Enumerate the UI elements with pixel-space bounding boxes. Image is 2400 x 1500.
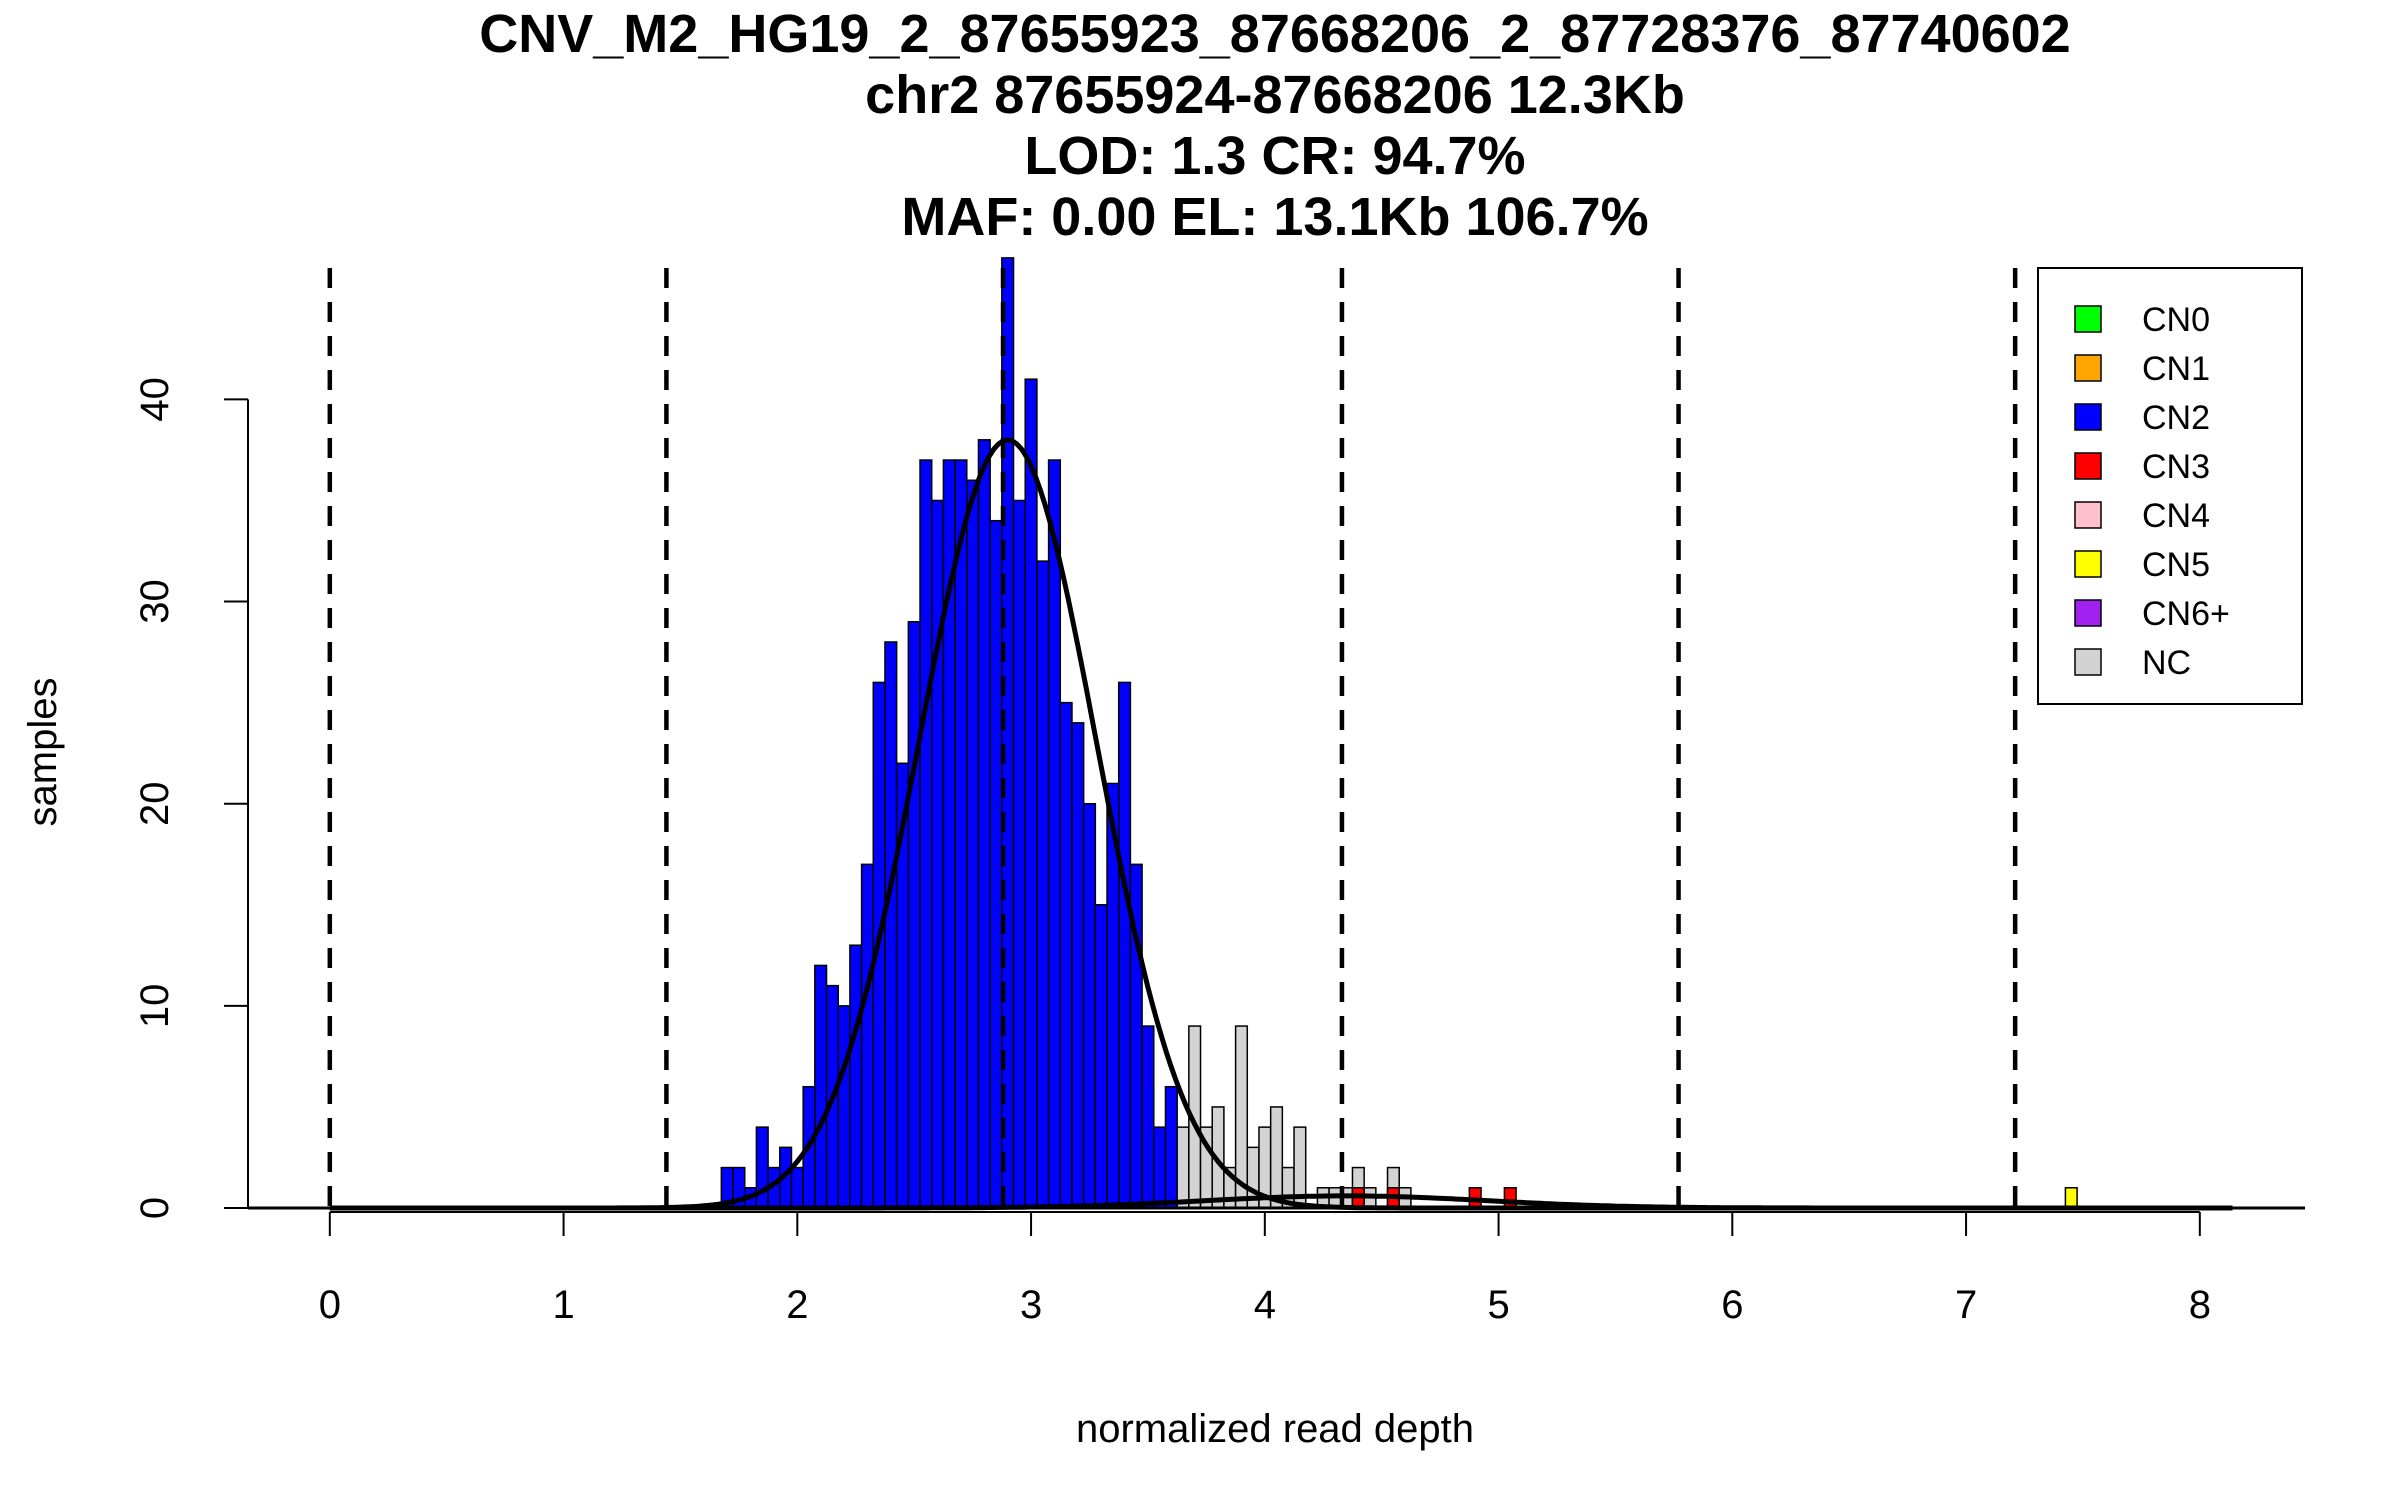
bar-cn2-34 (1117, 681, 1132, 1209)
legend-swatch-cn5 (2074, 550, 2102, 578)
bar-cn2-38 (1164, 1085, 1178, 1209)
legend-swatch-nc (2074, 648, 2102, 676)
bar-cn2-23 (989, 519, 1003, 1209)
x-tick-label-3: 3 (1020, 1283, 1042, 1327)
y-axis: 0 10 20 30 40 (133, 377, 249, 1219)
legend-label-cn0: CN0 (2142, 301, 2210, 339)
x-tick-label-8: 8 (2189, 1283, 2211, 1327)
y-axis-title: samples (21, 678, 65, 827)
legend-swatch-cn0 (2074, 305, 2102, 333)
chart-title: CNV_M2_HG19_2_87655923_87668206_2_877283… (479, 4, 2070, 247)
bar-cn2-21 (966, 479, 980, 1209)
bar-cn2-29 (1059, 701, 1073, 1209)
x-tick-label-7: 7 (1955, 1283, 1977, 1327)
bar-cn2-27 (1036, 560, 1050, 1209)
x-tick-label-0: 0 (319, 1283, 341, 1327)
bar-nc-0 (1176, 1126, 1190, 1209)
y-tick-label-20: 20 (133, 781, 177, 826)
legend-label-nc: NC (2142, 644, 2191, 682)
bar-cn2-10 (837, 1005, 851, 1209)
bar-cn2-30 (1071, 722, 1085, 1209)
legend-swatch-cn6plus (2074, 599, 2102, 627)
legend-swatch-cn1 (2074, 354, 2102, 382)
legend-swatch-cn3 (2074, 452, 2102, 480)
bar-cn5-0 (2064, 1187, 2078, 1209)
x-tick-label-4: 4 (1254, 1283, 1276, 1327)
legend-label-cn1: CN1 (2142, 350, 2210, 388)
bar-cn2-26 (1024, 378, 1038, 1209)
histogram-bars (720, 257, 2078, 1209)
bar-cn2-14 (884, 641, 898, 1209)
legend-label-cn2: CN2 (2142, 399, 2210, 437)
title-line-1: CNV_M2_HG19_2_87655923_87668206_2_877283… (479, 4, 2070, 64)
x-tick-label-2: 2 (786, 1283, 808, 1327)
bar-cn2-16 (907, 621, 921, 1209)
bar-cn2-6 (790, 1166, 804, 1209)
bar-cn2-8 (814, 964, 828, 1209)
title-line-2: chr2 87655924-87668206 12.3Kb (865, 65, 1685, 125)
legend-label-cn5: CN5 (2142, 546, 2210, 584)
density-curves (329, 437, 2233, 1211)
y-tick-label-0: 0 (133, 1197, 177, 1219)
legend-label-cn3: CN3 (2142, 448, 2210, 486)
bar-cn2-31 (1082, 802, 1097, 1209)
legend-swatch-cn4 (2074, 501, 2102, 529)
x-axis-title: normalized read depth (1076, 1407, 1474, 1451)
bar-nc-8 (1269, 1106, 1284, 1209)
title-line-3: LOD: 1.3 CR: 94.7% (1024, 126, 1525, 186)
y-tick-label-30: 30 (133, 579, 177, 624)
threshold-lines (248, 268, 2305, 1210)
bar-cn2-12 (860, 863, 875, 1209)
bar-cn2-28 (1047, 459, 1062, 1209)
x-tick-label-5: 5 (1487, 1283, 1509, 1327)
x-axis: 0 1 2 3 4 5 6 7 8 (319, 1211, 2211, 1327)
y-tick-label-40: 40 (133, 377, 177, 422)
bar-cn2-18 (930, 499, 945, 1209)
legend: CN0 CN1 CN2 CN3 CN4 CN5 CN6+ NC (2037, 267, 2303, 705)
legend-label-cn6plus: CN6+ (2142, 595, 2230, 633)
x-tick-label-6: 6 (1721, 1283, 1743, 1327)
bar-cn2-20 (954, 459, 968, 1209)
y-tick-label-10: 10 (133, 984, 177, 1029)
bar-cn2-32 (1094, 904, 1108, 1209)
bar-cn2-37 (1153, 1126, 1167, 1209)
title-line-4: MAF: 0.00 EL: 13.1Kb 106.7% (901, 187, 1648, 247)
legend-box (2037, 267, 2303, 705)
legend-swatch-cn2 (2074, 403, 2102, 431)
bar-cn2-17 (919, 459, 933, 1209)
bar-cn3-3 (1503, 1187, 1517, 1209)
bar-cn2-11 (849, 944, 863, 1209)
density-curve-0 (329, 437, 2233, 1211)
bar-cn2-25 (1012, 499, 1026, 1209)
bar-cn2-22 (977, 439, 991, 1209)
legend-label-cn4: CN4 (2142, 497, 2210, 535)
x-tick-label-1: 1 (552, 1283, 574, 1327)
bar-cn2-36 (1141, 1025, 1155, 1209)
